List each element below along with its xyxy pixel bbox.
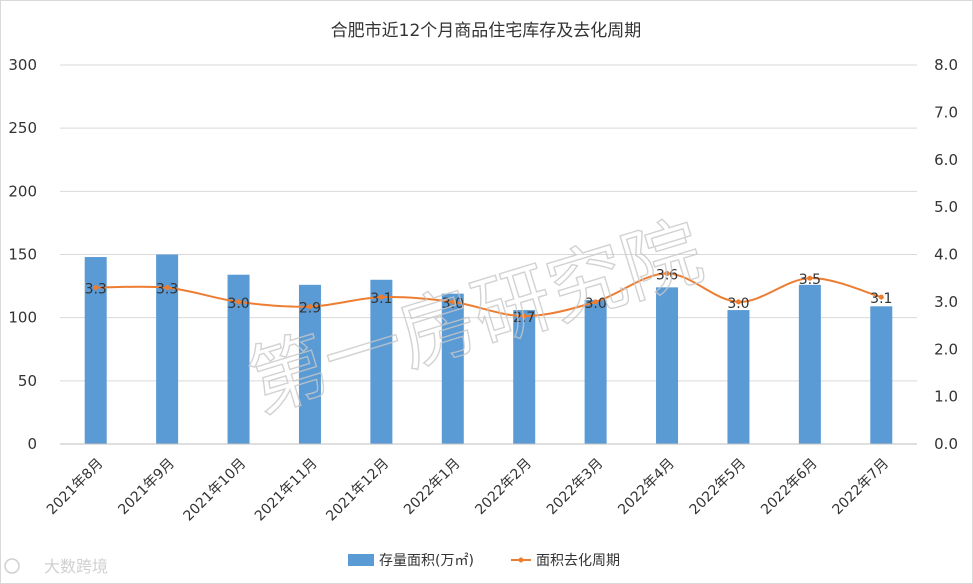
x-tick-label: 2021年9月	[115, 456, 178, 519]
logo-icon	[4, 558, 20, 574]
x-tick-label: 2022年5月	[687, 456, 750, 519]
line-point	[378, 294, 384, 300]
data-label: 3.1	[370, 291, 392, 307]
data-label: 3.0	[584, 296, 606, 312]
x-axis: 2021年8月 2021年9月 2021年10月 2021年11月 2021年12月 20…	[44, 443, 917, 525]
x-tick-label: 2022年6月	[758, 456, 821, 519]
line-point	[807, 275, 813, 281]
legend-swatch-bar	[348, 554, 374, 566]
data-label: 3.3	[156, 282, 178, 298]
bar	[513, 310, 536, 444]
series-line	[95, 272, 882, 318]
bar	[84, 257, 107, 444]
left-tick-label: 150	[8, 246, 37, 264]
x-tick-label: 2021年12月	[323, 456, 392, 525]
x-tick-label: 2021年8月	[44, 456, 107, 519]
bar	[656, 287, 679, 444]
line-point	[450, 299, 456, 305]
line-point	[878, 294, 884, 300]
bar	[227, 274, 250, 444]
data-label: 3.1	[870, 291, 892, 307]
line-point	[521, 313, 527, 319]
left-tick-label: 0	[27, 435, 37, 453]
gridlines	[60, 64, 917, 445]
bar	[441, 293, 464, 444]
data-label: 3.0	[727, 296, 749, 312]
legend-marker-line	[518, 557, 524, 563]
legend-label-bar: 存量面积(万㎡)	[379, 553, 474, 569]
data-label: 3.6	[656, 267, 678, 283]
line-point	[664, 270, 670, 276]
line-point	[735, 299, 741, 305]
bar	[298, 284, 321, 444]
bar	[370, 279, 393, 444]
legend-label-line: 面积去化周期	[536, 553, 620, 569]
data-label: 3.0	[227, 296, 249, 312]
data-label: 2.9	[299, 301, 321, 317]
left-tick-label: 50	[18, 372, 37, 390]
data-label: 3.3	[85, 282, 107, 298]
data-label: 2.7	[513, 310, 535, 326]
right-tick-label: 8.0	[934, 56, 958, 74]
left-tick-label: 250	[8, 119, 37, 137]
chart-title: 合肥市近12个月商品住宅库存及去化周期	[331, 21, 642, 41]
line-point	[93, 285, 99, 291]
legend: 存量面积(万㎡) 面积去化周期	[348, 553, 620, 569]
bar	[727, 310, 750, 444]
left-tick-label: 300	[8, 56, 37, 74]
x-tick-label: 2022年7月	[830, 456, 893, 519]
line-point	[593, 299, 599, 305]
right-tick-label: 6.0	[934, 151, 958, 169]
bar	[870, 306, 893, 444]
bar	[156, 254, 179, 444]
x-tick-label: 2021年10月	[180, 456, 249, 525]
x-tick-label: 2022年4月	[615, 456, 678, 519]
right-tick-label: 4.0	[934, 246, 958, 264]
right-tick-label: 0.0	[934, 435, 958, 453]
left-axis: 0 50 100 150 200 250 300	[8, 56, 37, 453]
bar	[584, 299, 607, 444]
data-label: 3.5	[799, 272, 821, 288]
line-series: 3.3 3.3 3.0 2.9 3.1 3.0 2.7 3.0 3.6 3.0 3.5 3.1	[85, 267, 893, 326]
x-tick-label: 2022年1月	[401, 456, 464, 519]
x-tick-label: 2022年2月	[472, 456, 535, 519]
right-tick-label: 7.0	[934, 103, 958, 121]
x-tick-label: 2021年11月	[252, 456, 321, 525]
left-tick-label: 100	[8, 309, 37, 327]
right-axis: 0.0 1.0 2.0 3.0 4.0 5.0 6.0 7.0 8.0	[934, 56, 958, 453]
x-tick-label: 2022年3月	[544, 456, 607, 519]
source-logo: 大数跨境	[4, 557, 108, 576]
line-point	[164, 285, 170, 291]
line-point	[307, 304, 313, 310]
right-tick-label: 5.0	[934, 198, 958, 216]
right-tick-label: 2.0	[934, 340, 958, 358]
right-tick-label: 1.0	[934, 388, 958, 406]
right-tick-label: 3.0	[934, 293, 958, 311]
left-tick-label: 200	[8, 182, 37, 200]
line-point	[236, 299, 242, 305]
bar	[798, 284, 821, 444]
logo-text: 大数跨境	[44, 557, 108, 576]
bar-series	[84, 254, 893, 444]
data-label: 3.0	[442, 296, 464, 312]
